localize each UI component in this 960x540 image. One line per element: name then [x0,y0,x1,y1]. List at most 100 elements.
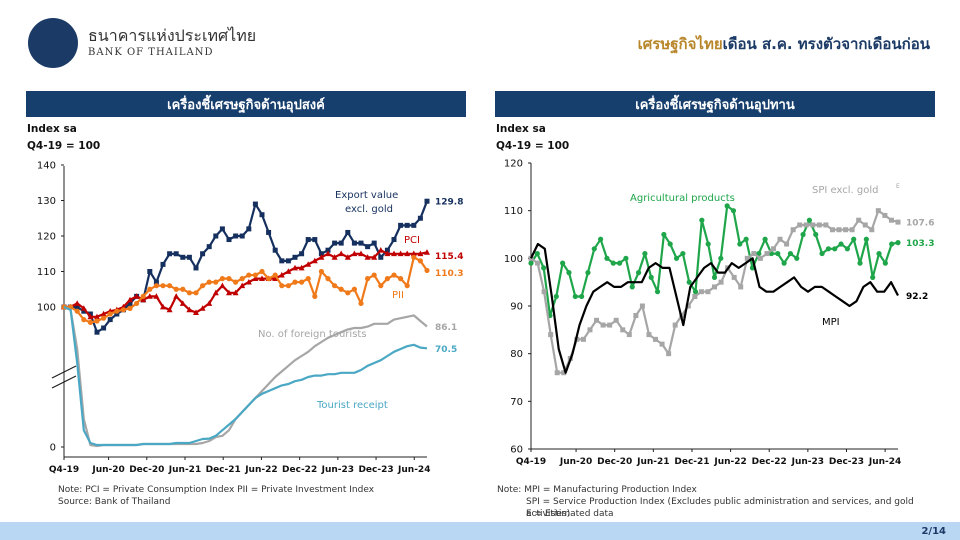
data-point [607,322,613,328]
data-point [371,240,377,246]
footer-bar: 2/14 [0,522,960,540]
data-point [718,255,724,261]
data-point [213,233,219,239]
data-point [378,254,384,260]
data-point [226,237,232,243]
data-point [620,327,626,333]
data-point [292,264,298,271]
data-point [698,289,704,295]
right-chart-banner: เครื่องชี้เศรษฐกิจด้านอุปทาน [495,91,935,117]
data-point [534,250,540,257]
data-point [239,233,245,239]
data-point [744,255,750,261]
axis-break-mark [51,375,77,389]
y-tick-label: 90 [510,302,523,313]
data-point [384,276,390,282]
data-point [246,226,252,232]
data-point [580,336,586,342]
x-tick-label: Jun-21 [636,457,669,467]
data-point [659,341,665,347]
data-point [797,222,803,228]
data-point [206,244,212,250]
x-tick-label: Q4-19 [516,457,546,467]
data-point [692,293,698,299]
data-point [358,240,364,246]
data-point [895,240,901,246]
data-point [585,270,591,276]
data-point [856,217,862,223]
data-point [711,274,718,280]
data-point [424,249,430,255]
data-point [101,325,107,331]
data-point [800,231,806,238]
data-point [424,267,430,274]
x-tick-label: Jun-23 [791,457,824,467]
data-point [127,296,133,303]
data-point [730,208,737,214]
data-point [173,293,180,299]
series-end-label: 107.6 [906,219,934,229]
data-point [344,254,351,260]
data-point [193,290,199,296]
data-point [345,229,351,235]
data-point [756,250,762,257]
data-point [279,283,285,289]
data-point [305,276,311,282]
data-point [819,250,825,257]
bank-name-english: BANK OF THAILAND [88,47,214,58]
page-title-highlight: เศรษฐกิจไทย [637,35,723,53]
left-chart-banner: เครื่องชี้เศรษฐกิจด้านอุปสงค์ [26,91,466,117]
x-tick-label: Dec-23 [358,465,393,475]
data-point [305,237,311,243]
data-point [351,240,357,246]
data-point [127,300,133,306]
data-point [680,250,686,257]
data-point [94,329,100,335]
data-point [179,300,186,306]
x-tick-label: Q4-19 [49,465,79,475]
data-point [206,300,213,306]
data-point [371,254,378,260]
data-point [654,289,661,295]
series-line-2 [530,242,899,374]
data-point [661,231,667,238]
data-point [147,269,153,274]
data-point [623,255,629,261]
data-point [410,250,417,257]
data-point [193,265,199,271]
right-note-estimated: E = Estimated data [526,509,614,519]
data-point [857,260,863,266]
data-point [762,236,768,242]
data-point [272,247,278,253]
data-point [411,254,417,260]
y-tick-label: 140 [37,161,56,172]
x-tick-label: Dec-21 [206,465,241,475]
data-point [365,244,371,250]
data-point [233,233,239,239]
data-point [666,351,672,357]
data-point [318,254,325,260]
data-point [541,265,547,271]
data-point [686,279,692,285]
data-point [598,236,604,242]
data-point [705,241,711,247]
left-base-label: Q4-19 = 100 [27,140,101,152]
data-point [587,327,593,333]
data-point [338,286,344,292]
series-name-label: No. of foreign tourists [258,329,367,340]
data-point [74,300,81,306]
data-point [299,279,305,285]
data-point [554,370,560,376]
data-point [285,283,291,289]
data-point [784,241,790,247]
data-point [186,290,192,296]
data-point [775,250,781,257]
data-point [252,272,258,278]
data-point [219,276,225,282]
y-tick-label: 110 [504,206,523,217]
data-point [561,370,567,376]
data-point [81,308,87,314]
data-point [325,250,331,257]
